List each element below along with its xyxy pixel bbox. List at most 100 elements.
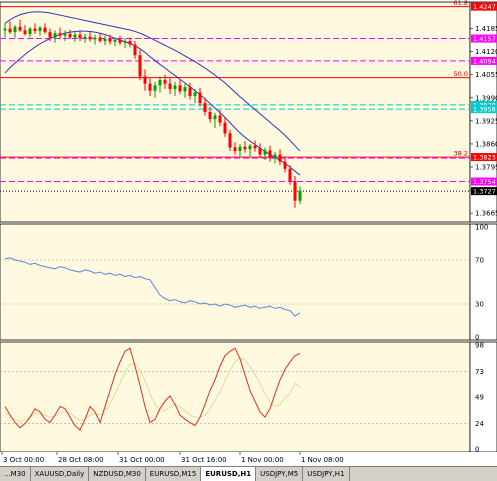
x-tick-label: 1 Nov 00:00	[241, 456, 284, 464]
price-panel: 1.4185 1.4120 1.4055 1.3990 1.3925 1.3860 1.37…	[0, 0, 497, 223]
candle-body	[248, 145, 252, 150]
candle-body	[33, 28, 37, 32]
chart-tab-xauusd-daily[interactable]: XAUUSD,Daily	[31, 467, 90, 481]
candle-body	[258, 148, 262, 155]
candle-body	[208, 112, 212, 120]
osc-tick-label: 100	[475, 224, 488, 232]
y-tick-label: 1.3990	[475, 94, 497, 102]
candle-body	[113, 39, 117, 42]
candle-body	[213, 115, 217, 120]
price-level-box	[471, 153, 497, 162]
fib-level-text: 50.0	[454, 70, 468, 78]
candle-body	[298, 190, 302, 201]
candle-body	[98, 37, 102, 42]
y-tick-label: 1.4055	[475, 71, 497, 79]
candle-body	[188, 87, 192, 97]
candle-body	[163, 80, 167, 84]
price-level-box	[471, 187, 497, 196]
chart-tab-usdjpy-m5[interactable]: USDJPY,M5	[256, 467, 304, 481]
candle-body	[58, 33, 62, 36]
price-scale	[469, 223, 497, 341]
chart-tab--m30[interactable]: ...M30	[0, 467, 31, 481]
price-level-box	[471, 105, 497, 114]
y-tick-label: 1.4120	[475, 48, 497, 56]
candle-body	[273, 154, 277, 159]
candle-body	[78, 34, 82, 39]
candle-body	[38, 27, 42, 32]
candle-body	[233, 147, 237, 152]
candle-body	[23, 30, 27, 34]
candle-body	[88, 36, 92, 40]
candle-body	[133, 44, 137, 56]
x-tick-label: 28 Oct 08:00	[58, 456, 104, 464]
candle-body	[228, 133, 232, 148]
symbol-tabs: ...M30 XAUUSD,Daily NZDUSD,M30 EURUSD,M15 EU…	[0, 466, 497, 481]
price-level-box	[471, 100, 497, 109]
candle-body	[103, 38, 107, 42]
candle-body	[158, 80, 162, 86]
candle-body	[293, 181, 297, 201]
candle-body	[288, 168, 292, 182]
osc-tick-label: 70	[475, 257, 484, 265]
chart-tab-nzdusd-m30[interactable]: NZDUSD,M30	[89, 467, 146, 481]
osc-tick-label: 30	[475, 301, 484, 309]
candle-body	[203, 103, 207, 112]
stoch-tick-label: 73	[475, 368, 484, 376]
candle-body	[123, 41, 127, 43]
y-tick-label: 1.3925	[475, 117, 497, 125]
candle-body	[93, 37, 97, 40]
candle-body	[223, 122, 227, 134]
y-tick-label: 1.3795	[475, 164, 497, 172]
candle-body	[198, 92, 202, 104]
price-level-label: 1.3727	[473, 188, 496, 196]
y-tick-label: 1.4185	[475, 25, 497, 33]
candle-body	[218, 115, 222, 123]
panel-frame	[0, 341, 471, 453]
oscillator-panel: 100 70 30 0	[0, 224, 497, 342]
price-level-box	[471, 34, 497, 43]
price-level-label: 1.3754	[473, 178, 496, 186]
candle-body	[268, 150, 272, 159]
candle-body	[153, 85, 157, 91]
moving-average-line	[4, 11, 301, 152]
candle-body	[3, 28, 7, 31]
candle-body	[183, 87, 187, 92]
time-axis-band	[0, 452, 497, 466]
candle-body	[28, 28, 32, 34]
x-tick-label: 3 Oct 00:00	[3, 456, 44, 464]
x-tick-label: 31 Oct 00:00	[119, 456, 165, 464]
candle-body	[73, 34, 77, 38]
x-tick-label: 31 Oct 16:00	[181, 456, 227, 464]
y-tick-label: 1.3860	[475, 140, 497, 148]
osc-line	[4, 257, 301, 317]
price-level-box	[471, 2, 497, 11]
candle-body	[168, 83, 172, 89]
stoch-tick-label: 98	[475, 342, 484, 350]
candle-body	[263, 150, 267, 155]
stoch-line	[4, 347, 301, 431]
price-level-label: 1.3823	[473, 154, 496, 162]
candle-body	[143, 76, 147, 84]
fib-level-text: 61.8	[454, 0, 468, 7]
stoch-tick-label: 24	[475, 420, 484, 428]
candle-body	[138, 55, 142, 77]
candle-body	[173, 85, 177, 89]
candle-body	[283, 161, 287, 169]
fib-level-text: 38.2	[454, 150, 468, 158]
chart-tab-eurusd-m15[interactable]: EURUSD,M15	[146, 467, 202, 481]
stoch-tick-label: 0	[475, 446, 479, 454]
chart-tab-usdjpy-h1[interactable]: USDJPY,H1	[303, 467, 350, 481]
y-tick-label: 1.3665	[475, 210, 497, 218]
candle-body	[238, 146, 242, 152]
candle-body	[48, 32, 52, 38]
candle-body	[83, 36, 87, 39]
candle-body	[278, 154, 282, 162]
price-level-label: 1.4247	[473, 3, 496, 11]
time-axis: 3 Oct 00:00 28 Oct 08:00 31 Oct 00:00 31 Oc…	[0, 452, 497, 466]
candle-body	[43, 27, 47, 33]
panel-frame	[0, 223, 471, 341]
candle-body	[8, 28, 12, 33]
chart-tab-eurusd-h1[interactable]: EURUSD,H1	[201, 467, 257, 481]
candle-body	[63, 33, 67, 36]
